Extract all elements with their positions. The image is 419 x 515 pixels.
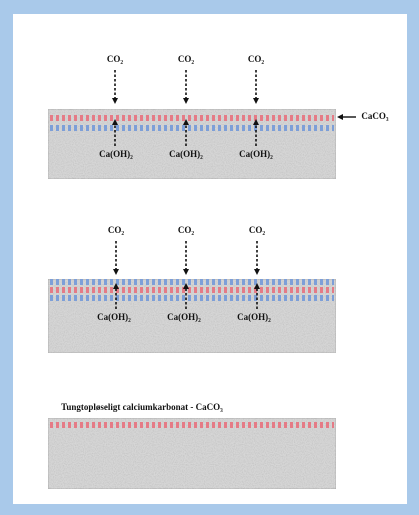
arrows <box>112 70 356 146</box>
hydroxide-label: Ca(OH)₂ <box>167 312 201 322</box>
co2-label: CO₂ <box>108 225 125 235</box>
co2-label: CO₂ <box>107 54 124 64</box>
panel-title: Tungtopløseligt calciumkarbonat - CaCO₃ <box>61 402 223 412</box>
co2-label: CO₂ <box>248 54 265 64</box>
carbonate-label: CaCO₃ <box>361 111 388 121</box>
substrate <box>47 278 337 354</box>
panel-2: CO₂ CO₂ CO₂ Ca(OH)₂ Ca(OH)₂ Ca(OH)₂ <box>47 225 337 354</box>
substrate <box>47 108 337 180</box>
co2-label: CO₂ <box>178 54 195 64</box>
panel-3: Tungtopløseligt calciumkarbonat - CaCO₃ <box>47 402 337 490</box>
hydroxide-label: Ca(OH)₂ <box>169 149 203 159</box>
hydroxide-label: Ca(OH)₂ <box>239 149 273 159</box>
substrate <box>47 417 337 490</box>
arrows <box>113 241 260 309</box>
hydroxide-label: Ca(OH)₂ <box>99 149 133 159</box>
hydroxide-label: Ca(OH)₂ <box>237 312 271 322</box>
co2-label: CO₂ <box>249 225 266 235</box>
co2-label: CO₂ <box>178 225 195 235</box>
panel-1: CO₂ CO₂ CO₂ Ca(OH)₂ Ca(OH)₂ Ca(OH)₂ CaCO… <box>47 54 389 180</box>
hydroxide-label: Ca(OH)₂ <box>97 312 131 322</box>
